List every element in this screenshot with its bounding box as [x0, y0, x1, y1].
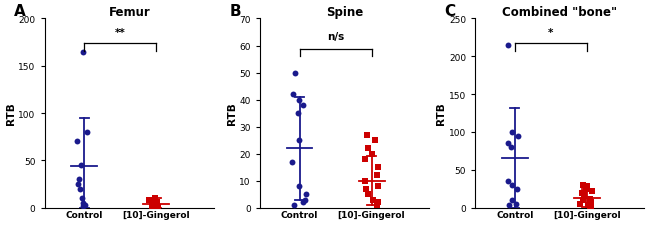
Point — [82, 130, 92, 134]
Point — [144, 198, 155, 202]
Point — [294, 184, 305, 188]
Point — [152, 200, 162, 204]
Text: *: * — [548, 28, 554, 38]
Point — [78, 204, 88, 208]
Point — [79, 203, 90, 207]
Point — [503, 204, 514, 207]
Point — [370, 139, 380, 142]
Title: Femur: Femur — [109, 7, 150, 19]
Y-axis label: RTB: RTB — [436, 102, 446, 125]
Y-axis label: RTB: RTB — [6, 102, 16, 125]
Point — [298, 200, 308, 204]
Point — [502, 142, 513, 146]
Point — [577, 191, 588, 194]
Point — [578, 198, 588, 202]
Point — [511, 202, 521, 206]
Point — [505, 146, 515, 149]
Point — [373, 184, 384, 188]
Point — [147, 204, 157, 208]
Point — [363, 193, 374, 196]
Point — [506, 130, 517, 134]
Point — [586, 205, 597, 208]
Point — [575, 202, 585, 206]
Point — [512, 187, 523, 191]
Point — [298, 104, 308, 107]
Point — [293, 112, 304, 115]
Point — [361, 187, 372, 191]
Point — [287, 160, 298, 164]
Point — [585, 205, 595, 209]
Point — [75, 187, 85, 191]
Point — [153, 205, 163, 209]
Point — [503, 44, 514, 47]
Point — [72, 140, 83, 144]
Point — [300, 198, 310, 201]
Point — [301, 193, 311, 196]
Point — [513, 134, 523, 138]
Point — [368, 198, 378, 201]
Point — [580, 187, 591, 191]
Point — [503, 180, 514, 183]
Text: **: ** — [115, 28, 125, 38]
Point — [584, 197, 595, 200]
Point — [581, 185, 592, 189]
Point — [363, 147, 373, 150]
Point — [150, 202, 161, 206]
Point — [359, 158, 370, 161]
Point — [150, 196, 161, 200]
Point — [78, 51, 88, 54]
Point — [577, 183, 588, 187]
Point — [287, 93, 298, 97]
Point — [76, 164, 86, 167]
Point — [148, 205, 159, 209]
Point — [294, 139, 304, 142]
Point — [579, 192, 590, 196]
Point — [73, 182, 84, 186]
Text: B: B — [229, 4, 241, 19]
Point — [367, 152, 377, 156]
Point — [289, 203, 299, 207]
Point — [587, 189, 597, 193]
Point — [578, 195, 589, 198]
Point — [507, 198, 517, 202]
Point — [77, 196, 87, 200]
Point — [371, 203, 382, 207]
Point — [361, 133, 372, 137]
Point — [150, 201, 161, 205]
Point — [372, 200, 383, 204]
Point — [359, 179, 370, 183]
Text: A: A — [14, 4, 26, 19]
Point — [507, 183, 517, 187]
Text: C: C — [445, 4, 456, 19]
Point — [372, 174, 382, 177]
Point — [290, 71, 300, 75]
Title: Combined "bone": Combined "bone" — [502, 7, 618, 19]
Point — [372, 166, 383, 169]
Point — [77, 201, 88, 205]
Point — [74, 178, 85, 181]
Title: Spine: Spine — [326, 7, 363, 19]
Point — [294, 98, 304, 102]
Point — [582, 204, 593, 207]
Y-axis label: RTB: RTB — [227, 102, 237, 125]
Point — [586, 200, 597, 204]
Text: n/s: n/s — [327, 32, 344, 42]
Point — [149, 203, 159, 207]
